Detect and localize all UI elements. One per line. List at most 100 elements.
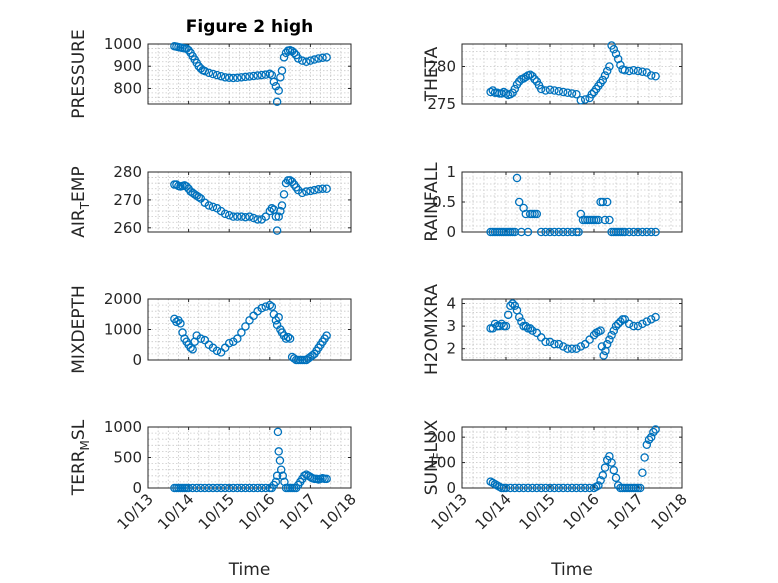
data-point [638,468,647,477]
data-point [322,474,331,484]
data-point [576,483,586,493]
data-point [276,206,285,216]
data-point [501,483,511,493]
data-point [274,313,283,322]
data-point [605,215,614,225]
x-tick-label: 10/17 [604,490,647,533]
data-point [629,321,638,331]
data-point [646,227,656,237]
data-point [644,435,654,444]
data-point [257,303,266,313]
data-point [600,71,610,80]
data-point [208,69,218,79]
data-point [545,337,555,347]
data-point [554,87,564,96]
data-point [576,342,586,351]
y-tick-label: 1000 [104,35,142,53]
data-point [519,483,528,493]
data-point [633,227,643,237]
data-point [237,483,246,493]
data-point [638,319,647,329]
data-point [567,344,577,353]
data-point [558,342,568,351]
data-point [642,317,652,326]
data-point [541,86,550,95]
y-tick-label: 1 [446,163,456,181]
chart-title: Figure 2 high [186,17,314,37]
data-point [267,302,277,311]
data-point [172,180,181,189]
data-point [224,483,234,493]
data-point [624,319,634,329]
data-point [293,54,303,63]
data-point [506,483,515,493]
data-point [558,227,568,237]
data-point [596,476,605,485]
data-point [272,471,282,481]
panel-mixdepth: 0 1000 2000 MIXDEPTH [69,285,352,374]
data-point [525,324,535,333]
data-point [605,62,614,71]
y-tick-label: 100 [427,454,456,472]
data-point [200,483,210,493]
data-point [541,483,550,493]
data-point [598,471,608,480]
data-point [550,483,559,493]
data-point [646,71,656,80]
data-point [186,343,195,353]
data-point [635,483,645,493]
data-point [629,227,638,237]
data-point [651,425,660,434]
data-point [188,483,197,493]
data-point [600,463,610,472]
data-point [224,73,234,83]
data-point [272,97,282,107]
data-point [563,88,572,98]
data-point [302,57,311,67]
data-point [241,72,250,82]
data-point [523,483,533,493]
data-point [322,331,331,340]
panel-terr-msl: 0500100010/1310/1410/1510/1610/1710/18Ti… [69,418,360,580]
data-point [261,302,270,311]
data-point [241,212,250,222]
data-point [629,66,638,75]
x-tick-label: 10/18 [648,490,691,533]
data-point [276,465,286,474]
data-point [261,483,270,493]
x-tick-label: 10/16 [235,490,278,533]
data-point [649,427,658,437]
data-point [289,354,299,363]
y-axis-label: SUNFLUX [422,419,445,495]
data-point [536,84,546,94]
data-point [233,483,242,493]
data-point [523,227,533,237]
data-point [298,56,307,65]
data-point [624,66,634,76]
data-point [192,483,201,493]
data-point [220,483,230,493]
data-point [609,45,619,54]
data-point [506,301,515,311]
y-axis-label: TERRMSL [69,419,92,496]
panel-pressure: 800 900 1000 PRESSURE Figure 2 high [69,17,352,119]
y-tick-label: 800 [113,79,142,97]
data-point [594,481,603,490]
data-point [310,185,319,195]
y-axis-label: AIRTEMP [69,166,92,237]
data-point [271,477,281,487]
data-point [275,456,285,465]
data-point [609,326,619,335]
data-point [204,68,214,78]
data-point [237,73,246,82]
data-point [587,90,597,99]
plot-frame [461,426,683,489]
y-axis-label: H2OMIXRA [422,284,442,375]
data-point [503,310,513,320]
data-point [229,73,238,83]
data-point [245,72,254,81]
data-point [182,182,191,191]
